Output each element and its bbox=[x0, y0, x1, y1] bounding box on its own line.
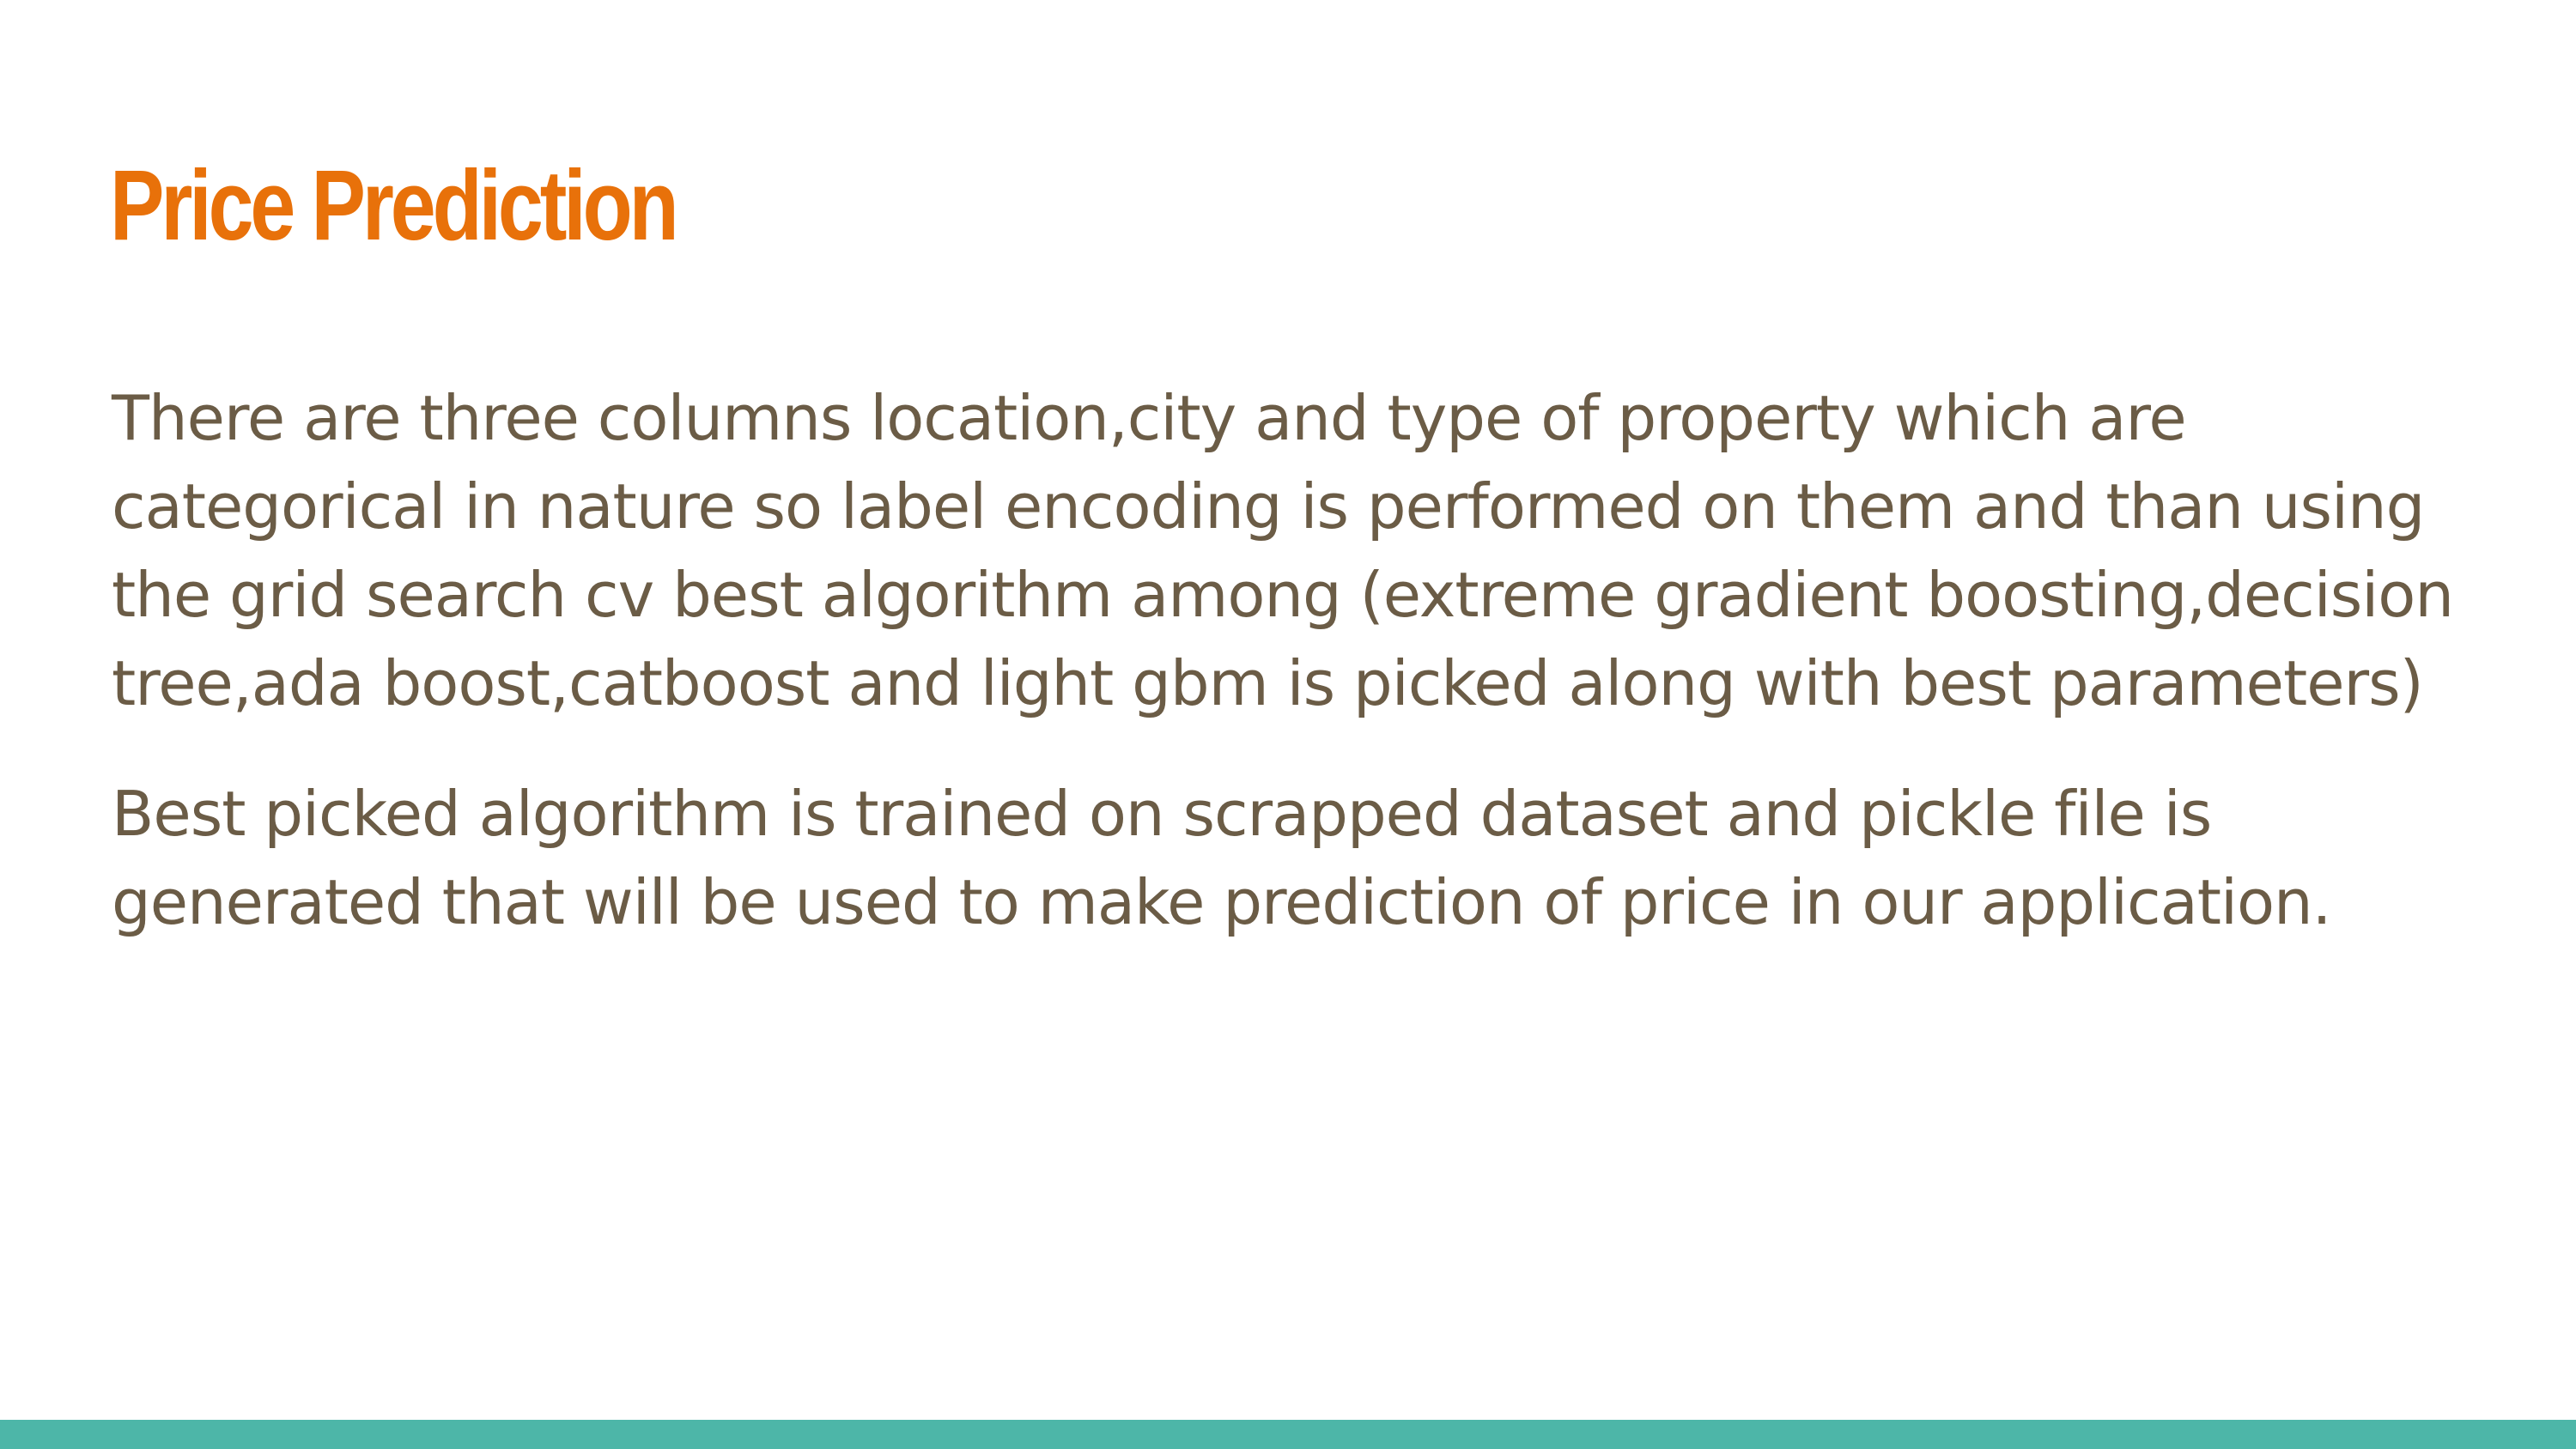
paragraph-line: the grid search cv best algorithm among … bbox=[112, 559, 2454, 631]
slide-title: Price Prediction bbox=[110, 149, 679, 261]
paragraph-line: Best picked algorithm is trained on scra… bbox=[112, 778, 2212, 850]
paragraph-line: tree,ada boost,catboost and light gbm is… bbox=[112, 647, 2424, 719]
paragraph-line: categorical in nature so label encoding … bbox=[112, 470, 2425, 543]
paragraph-line: There are three columns location,city an… bbox=[112, 382, 2187, 454]
paragraph-2: Best picked algorithm is trained on scra… bbox=[112, 770, 2516, 947]
slide-body: There are three columns location,city an… bbox=[112, 374, 2516, 947]
footer-accent-bar bbox=[0, 1420, 2576, 1449]
paragraph-line: generated that will be used to make pred… bbox=[112, 866, 2332, 938]
paragraph-1: There are three columns location,city an… bbox=[112, 374, 2516, 728]
